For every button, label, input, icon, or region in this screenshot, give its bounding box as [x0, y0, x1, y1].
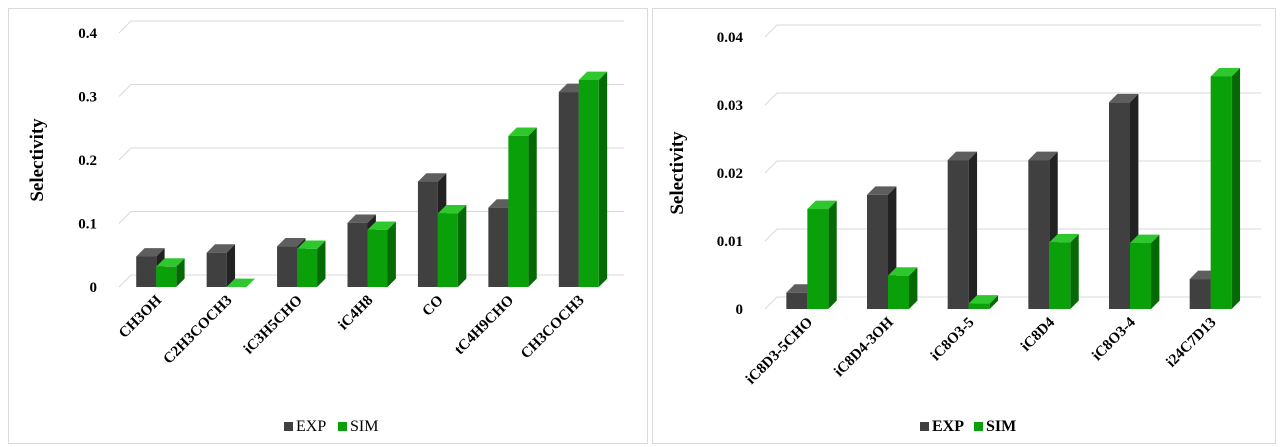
right-y-tick-label: 0 — [736, 302, 744, 318]
left-gridline — [118, 20, 624, 34]
left-y-tick-label: 0.4 — [78, 26, 97, 42]
right-bar-sim-2 — [968, 295, 999, 309]
left-y-tick-label: 0.2 — [78, 153, 97, 169]
left-category-label-0: CH3OH — [116, 292, 165, 341]
right-y-axis-label: Selectivity — [667, 131, 688, 215]
left-bar-sim-2 — [297, 240, 326, 287]
right-bar-exp-3 — [1028, 151, 1058, 309]
right-chart-panel: 0 0.01 0.02 0.03 0.04 Selectivity iC8D3-5CHO iC… — [652, 8, 1276, 444]
left-bar-sim-0 — [156, 258, 185, 287]
left-legend-label-sim: SIM — [350, 418, 378, 435]
right-bar-sim-0 — [807, 200, 837, 309]
left-legend: EXP SIM — [284, 418, 378, 435]
left-bar-sim-4 — [437, 204, 467, 287]
right-category-label-4: iC8O3-4 — [1089, 314, 1139, 364]
right-gridline — [764, 92, 1261, 106]
left-chart-panel: 0 0.1 0.2 0.3 0.4 Selectivity CH3OH C2H3COCH3 iC… — [8, 8, 648, 444]
left-y-tick-label: 0 — [90, 280, 98, 296]
right-bar-exp-2 — [947, 151, 978, 309]
right-gridline — [764, 296, 1261, 310]
left-category-label-1: C2H3COCH3 — [161, 293, 236, 368]
left-y-axis-label: Selectivity — [27, 118, 48, 202]
left-bar-sim-5 — [508, 127, 537, 287]
right-y-tick-label: 0.04 — [717, 30, 744, 46]
right-category-label-3: iC8D4 — [1018, 314, 1059, 355]
right-y-tick-label: 0.02 — [717, 166, 743, 182]
left-legend-label-exp: EXP — [296, 418, 326, 435]
left-category-label-5: tC4H9CHO — [452, 293, 518, 359]
left-gridline — [118, 147, 624, 161]
right-category-label-2: iC8O3-5 — [928, 315, 978, 365]
left-legend-swatch-exp — [284, 422, 293, 431]
right-category-label-5: i24C7D13 — [1163, 315, 1219, 371]
left-category-label-6: CH3COCH3 — [518, 293, 588, 363]
left-legend-swatch-sim — [338, 422, 347, 431]
left-y-tick-label: 0.1 — [78, 217, 97, 233]
right-y-tick-label: 0.03 — [717, 98, 743, 114]
right-gridline — [764, 24, 1261, 38]
left-y-tick-label: 0.3 — [78, 90, 97, 106]
left-bar-sim-6 — [578, 71, 608, 288]
right-category-label-0: iC8D3-5CHO — [743, 315, 816, 388]
left-bar-sim-3 — [367, 221, 396, 287]
left-category-label-3: iC4H8 — [336, 293, 377, 334]
right-legend-label-sim: SIM — [986, 418, 1016, 435]
left-bar-exp-1 — [206, 244, 236, 287]
right-legend: EXP SIM — [920, 418, 1016, 435]
right-legend-swatch-sim — [974, 422, 983, 431]
left-category-label-4: CO — [420, 293, 447, 320]
right-y-tick-label: 0.01 — [717, 234, 743, 250]
right-bar-sim-3 — [1049, 233, 1079, 309]
right-bar-sim-4 — [1130, 234, 1160, 309]
right-bar-sim-5 — [1210, 68, 1241, 309]
left-category-label-2: iC3H5CHO — [241, 293, 306, 358]
left-gridline — [118, 84, 624, 97]
right-gridline — [764, 160, 1261, 174]
right-legend-swatch-exp — [920, 422, 929, 431]
right-legend-label-exp: EXP — [932, 418, 964, 435]
left-bar-sim-1 — [226, 278, 256, 287]
right-gridline — [764, 228, 1261, 242]
right-category-label-1: iC8D4-3OH — [831, 314, 897, 380]
right-bar-sim-1 — [888, 267, 918, 309]
